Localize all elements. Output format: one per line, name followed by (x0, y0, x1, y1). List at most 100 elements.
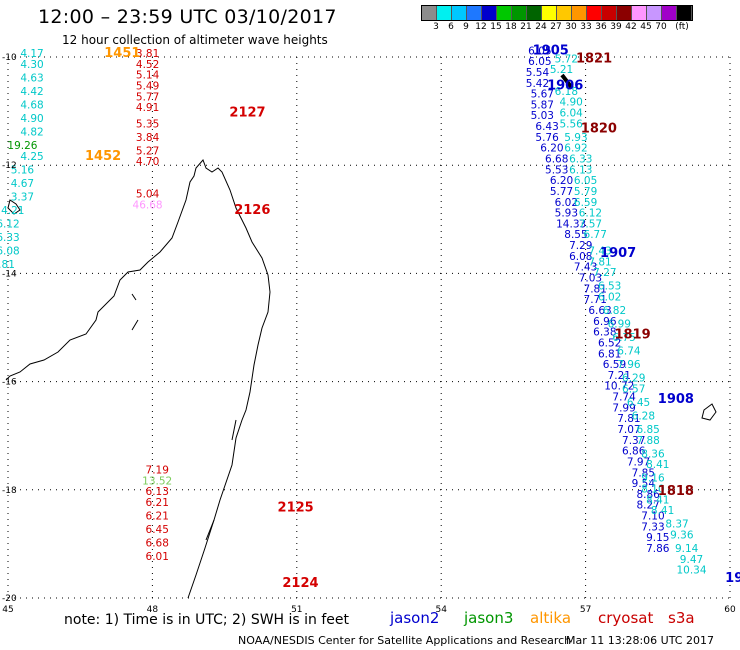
pass-time-labels: 1451 1452 1905 1906 1907 1908 19 1821 1820 1819 18… (85, 43, 740, 591)
wave-height-value: 4.91 (136, 102, 159, 114)
color-scale-label: 42 (625, 22, 637, 32)
wave-height-value: 5.42 (526, 78, 549, 90)
color-swatch (602, 6, 617, 20)
generated-timestamp: Mar 11 13:28:06 UTC 2017 (566, 634, 714, 647)
wave-height-value: 3.37 (11, 191, 34, 203)
color-swatch (632, 6, 647, 20)
color-scale-bar (421, 5, 693, 21)
color-scale-label: 9 (463, 22, 469, 32)
wave-height-value: 7.07 (617, 424, 640, 436)
wave-height-value: 8.36 (641, 448, 665, 460)
wave-height-value: 5.79 (574, 186, 597, 198)
pass-time-label: 1907 (600, 246, 636, 261)
pass-time-label: 1818 (658, 484, 694, 499)
wave-height-value: 7.33 (641, 521, 664, 533)
y-tick-label: -18 (2, 486, 17, 496)
color-scale-label: 18 (505, 22, 517, 32)
wave-height-value: 6.59 (603, 359, 626, 371)
pass-time-label: 1906 (547, 78, 583, 93)
color-scale-label: 27 (550, 22, 562, 32)
chart-title: 12:00 – 23:59 UTC 03/10/2017 (38, 6, 337, 28)
wave-height-value: 7.81 (588, 256, 611, 268)
wave-height-value: 6.38 (593, 327, 616, 339)
footnote: note: 1) Time is in UTC; 2) SWH is in fe… (64, 612, 350, 628)
color-swatch (587, 6, 602, 20)
wave-height-value: 9.54 (632, 478, 656, 490)
color-scale-label: 24 (535, 22, 547, 32)
axis-tick-labels: 45 48 51 54 57 60 -10 -12 -14 -16 -18 -20 (2, 53, 736, 615)
wave-height-value: 6.18 (555, 86, 578, 98)
wave-height-value: 7.74 (612, 392, 636, 404)
pass-time-label: 1905 (533, 43, 569, 58)
wave-height-value: 5.87 (531, 99, 554, 111)
color-swatch (527, 6, 542, 20)
wave-height-value: 6.08 (0, 245, 20, 257)
wave-height-value: 8.86 (636, 489, 660, 501)
wave-height-value: 10.72 (604, 381, 634, 393)
color-swatch (422, 6, 437, 20)
wave-height-value: 7.81 (617, 413, 640, 425)
pass-time-label: 1821 (576, 51, 612, 66)
wave-height-value: 5.67 (531, 89, 554, 101)
wave-height-value: 7.19 (146, 465, 169, 477)
wave-height-value: 7.43 (574, 262, 597, 274)
wave-height-value: 6.85 (636, 424, 659, 436)
wave-height-value: 4.42 (20, 86, 43, 98)
wave-height-value: 6.33 (569, 153, 592, 165)
wave-height-value: 6.59 (574, 197, 597, 209)
wave-height-value: 4.25 (20, 151, 43, 163)
color-scale-label: 45 (640, 22, 652, 32)
color-scale-label: 39 (610, 22, 622, 32)
lat-lon-grid (7, 56, 731, 599)
wave-height-value: 4.21 (1, 205, 24, 217)
wave-height-value: 6.05 (528, 56, 551, 68)
color-scale-label: 30 (565, 22, 577, 32)
wave-height-value: 4.70 (136, 156, 159, 168)
wave-height-value: 5.21 (550, 64, 573, 76)
pass-time-label: 2125 (278, 500, 314, 515)
x-tick-label: 54 (435, 605, 447, 615)
wave-height-value: 7.81 (584, 283, 607, 295)
wave-height-value: 6.20 (550, 175, 573, 187)
wave-height-value: 4.63 (20, 72, 43, 84)
x-tick-label: 57 (580, 605, 591, 615)
wave-height-value: 4.68 (20, 99, 43, 111)
wave-height-value: 7.71 (584, 294, 607, 306)
wave-height-value: 19.26 (7, 140, 37, 152)
wave-height-value: 6.21 (146, 511, 169, 523)
wave-height-value: 5.72 (555, 53, 578, 65)
wave-height-value: 6.02 (598, 291, 621, 303)
wave-height-value: 9.16 (641, 473, 665, 485)
wave-height-value: 6.53 (598, 281, 621, 293)
wave-height-value: 7.97 (627, 456, 650, 468)
wave-height-value: 8.10 (641, 484, 664, 496)
wave-height-value: 13.52 (142, 475, 172, 487)
wave-height-value: 6.12 (579, 208, 602, 220)
wave-height-value: 6.05 (528, 45, 551, 57)
color-scale-label: 33 (580, 22, 592, 32)
wave-height-value: 9.47 (680, 554, 703, 566)
wave-height-value: 5.56 (559, 118, 583, 130)
wave-height-value: 5.53 (545, 164, 568, 176)
coastline (5, 159, 717, 599)
wave-height-value: 5.77 (136, 91, 159, 103)
color-swatch (617, 6, 632, 20)
wave-height-value: 7.27 (593, 267, 616, 279)
wave-height-value: 5.54 (526, 67, 550, 79)
wave-height-value: 6.82 (603, 305, 626, 317)
wave-height-value: 4.82 (20, 126, 43, 138)
wave-height-value: 7.96 (617, 359, 641, 371)
y-tick-label: -14 (2, 269, 17, 279)
wave-height-value: 7.21 (608, 370, 631, 382)
legend-item-cryosat: cryosat (598, 609, 654, 627)
color-scale-label: 70 (655, 22, 667, 32)
wave-height-value: 5.35 (136, 118, 159, 130)
color-swatch (647, 6, 662, 20)
color-swatch (677, 6, 692, 20)
color-swatch (542, 6, 557, 20)
x-tick-label: 48 (147, 605, 159, 615)
pass-time-label: 1908 (658, 392, 694, 407)
wave-height-value: 6.68 (545, 153, 568, 165)
pass-time-label: 19 (725, 571, 740, 586)
